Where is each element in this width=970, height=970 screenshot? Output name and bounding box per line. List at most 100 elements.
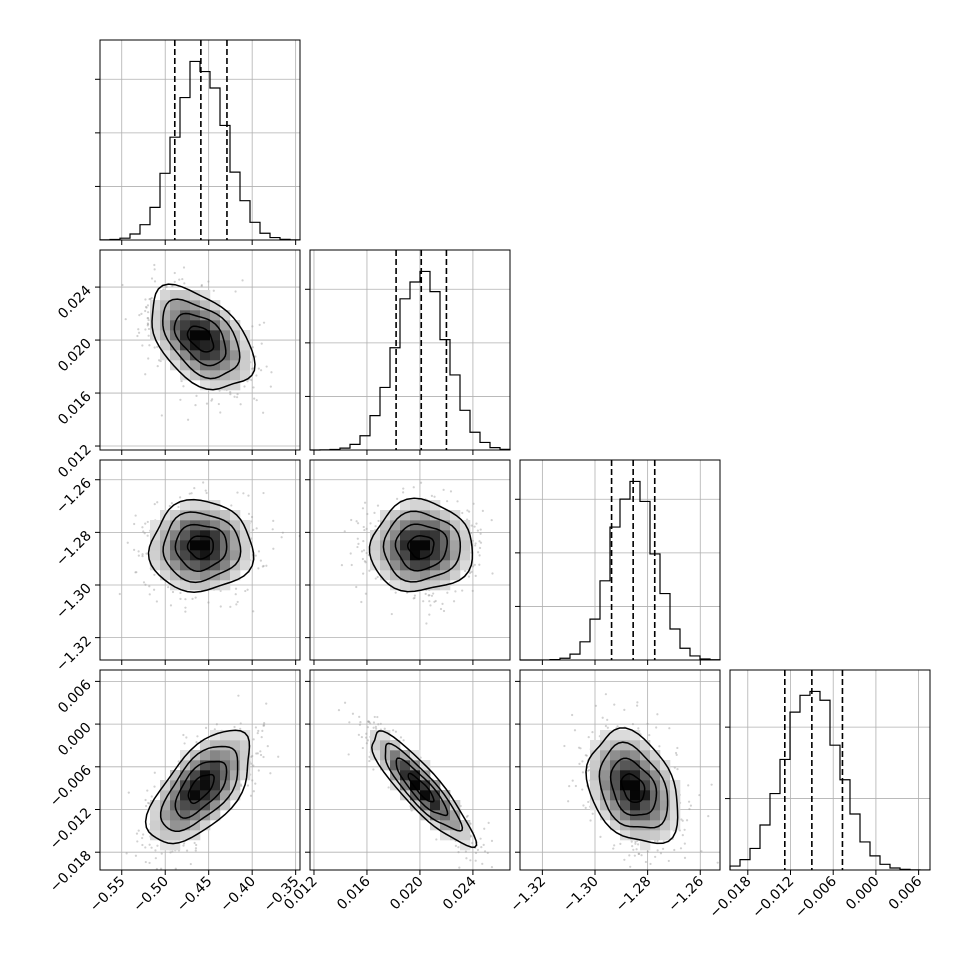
- scatter-point: [259, 369, 263, 372]
- panel-1-0: [95, 249, 301, 455]
- scatter-point: [491, 572, 494, 575]
- scatter-point: [194, 847, 198, 850]
- scatter-point: [396, 497, 399, 500]
- scatter-point: [360, 735, 363, 739]
- scatter-point: [233, 395, 236, 398]
- density-cell: [440, 540, 451, 551]
- density-cell: [400, 570, 411, 581]
- scatter-point: [479, 541, 483, 544]
- panel-3-1: [305, 669, 511, 875]
- scatter-point: [479, 532, 482, 535]
- scatter-point: [269, 385, 272, 388]
- scatter-point: [171, 850, 174, 853]
- density-cell: [430, 520, 441, 531]
- scatter-point: [476, 529, 479, 532]
- density-cell: [200, 520, 211, 531]
- scatter-point: [144, 798, 147, 802]
- scatter-point: [357, 733, 360, 736]
- scatter-point: [146, 520, 149, 524]
- scatter-point: [475, 522, 478, 525]
- density-cell: [220, 320, 231, 331]
- density-cell: [150, 310, 161, 321]
- density-cell: [220, 560, 231, 571]
- scatter-point: [446, 500, 449, 503]
- scatter-point: [470, 570, 473, 574]
- scatter-point: [425, 622, 428, 625]
- scatter-point: [563, 744, 566, 748]
- density-cell: [170, 830, 181, 841]
- scatter-point: [250, 367, 254, 370]
- scatter-point: [257, 769, 260, 772]
- panel-3-0: [95, 669, 301, 875]
- density-cell: [200, 760, 211, 771]
- density-cell: [430, 550, 441, 561]
- scatter-point: [656, 849, 659, 852]
- density-cell: [240, 360, 251, 371]
- contour-1: [173, 312, 227, 367]
- scatter-point: [585, 754, 588, 757]
- density-cell: [180, 770, 191, 781]
- density-cell: [380, 740, 391, 751]
- density-cell: [190, 810, 201, 821]
- density-cell: [240, 350, 251, 361]
- scatter-point: [144, 305, 148, 309]
- density-cell: [230, 730, 241, 741]
- scatter-point: [148, 344, 151, 347]
- scatter-point: [148, 593, 151, 596]
- density-cell: [210, 580, 221, 591]
- y-tick-label: 0.012: [55, 442, 95, 482]
- density-cell: [620, 730, 631, 741]
- density-cell: [620, 780, 631, 791]
- scatter-point: [200, 284, 203, 288]
- density-cell: [590, 740, 601, 751]
- scatter-point: [571, 713, 574, 717]
- scatter-point: [155, 600, 158, 603]
- density-cell: [440, 560, 451, 571]
- hist-panel-1: [305, 249, 511, 455]
- density-cell: [610, 750, 621, 761]
- density-cell: [160, 790, 171, 801]
- scatter-point: [263, 721, 266, 725]
- contour-1: [174, 523, 228, 573]
- scatter-point: [141, 553, 144, 556]
- scatter-point: [349, 552, 352, 555]
- density-cell: [410, 560, 421, 571]
- scatter-point: [156, 364, 159, 368]
- density-cell: [650, 820, 661, 831]
- scatter-point: [251, 325, 254, 328]
- density-cell: [650, 770, 661, 781]
- scatter-point: [235, 603, 238, 606]
- scatter-point: [356, 537, 359, 540]
- contour-3: [147, 498, 255, 593]
- scatter-point: [461, 511, 464, 515]
- contour-0: [187, 773, 215, 805]
- density-cell: [180, 510, 191, 521]
- scatter-point: [205, 402, 209, 405]
- panel-2-1: [305, 459, 511, 665]
- density-cell: [240, 540, 251, 551]
- density-cell: [640, 840, 651, 851]
- density-cell: [590, 750, 601, 761]
- scatter-point: [350, 563, 353, 567]
- density-cell: [610, 810, 621, 821]
- density-cell: [430, 790, 441, 801]
- scatter-point: [636, 701, 639, 704]
- density-cell: [200, 740, 211, 751]
- density-cell: [180, 830, 191, 841]
- panel-frame: [99, 39, 301, 241]
- scatter-point: [716, 861, 719, 864]
- density-cell: [630, 730, 641, 741]
- density-cell: [670, 790, 681, 801]
- density-cell: [230, 380, 241, 391]
- panel-frame: [729, 669, 931, 871]
- density-cell: [240, 340, 251, 351]
- scatter-point: [133, 548, 136, 552]
- scatter-point: [599, 835, 602, 838]
- scatter-point: [167, 586, 170, 589]
- density-cell: [190, 790, 201, 801]
- density-cell: [380, 520, 391, 531]
- density-cell: [450, 530, 461, 541]
- scatter-point: [601, 716, 604, 719]
- scatter-point: [173, 271, 176, 275]
- scatter-point: [240, 784, 243, 787]
